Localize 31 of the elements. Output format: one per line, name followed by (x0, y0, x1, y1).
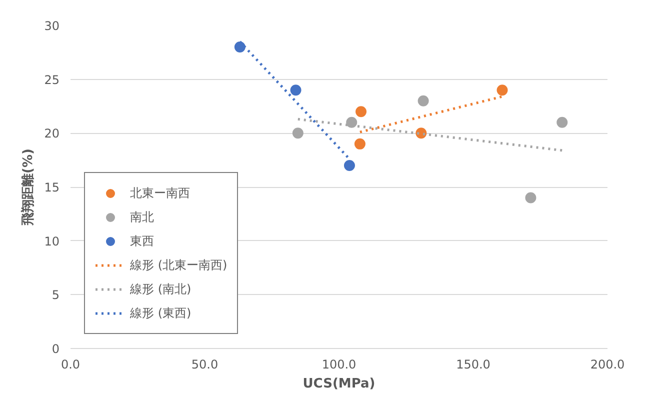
y-tick-label: 20 (44, 126, 60, 141)
legend-label: 線形 (北東ー南西) (130, 256, 228, 274)
point (354, 138, 366, 150)
x-tick-label: 0.0 (60, 358, 80, 372)
point (525, 192, 536, 204)
point (292, 128, 304, 139)
point (418, 95, 429, 106)
y-tick-label: 10 (44, 234, 60, 248)
point (346, 116, 358, 128)
point (356, 106, 367, 118)
y-tick-label: 30 (44, 19, 60, 33)
point (344, 160, 355, 171)
legend-label: 線形 (南北) (130, 280, 192, 298)
y-tick-label: 0 (52, 342, 60, 356)
legend-label: 線形 (東西) (130, 304, 192, 322)
x-axis-title: UCS(MPa) (302, 376, 376, 392)
y-tick-label: 15 (44, 180, 60, 194)
legend-label: 北東ー南西 (130, 184, 190, 202)
x-tick-label: 100.0 (322, 358, 356, 372)
point (496, 84, 508, 96)
x-tick-label: 200.0 (590, 358, 625, 372)
point (234, 42, 246, 53)
point (290, 84, 302, 96)
y-tick-label: 5 (52, 288, 60, 302)
x-tick-label: 50.0 (191, 358, 218, 372)
legend-label: 南北 (130, 208, 154, 226)
y-axis-title: 飛翔距離(%) (20, 148, 36, 226)
x-tick-label: 150.0 (456, 358, 490, 372)
legend-label: 東西 (130, 232, 154, 250)
y-tick-label: 25 (44, 72, 60, 87)
point (556, 116, 568, 128)
